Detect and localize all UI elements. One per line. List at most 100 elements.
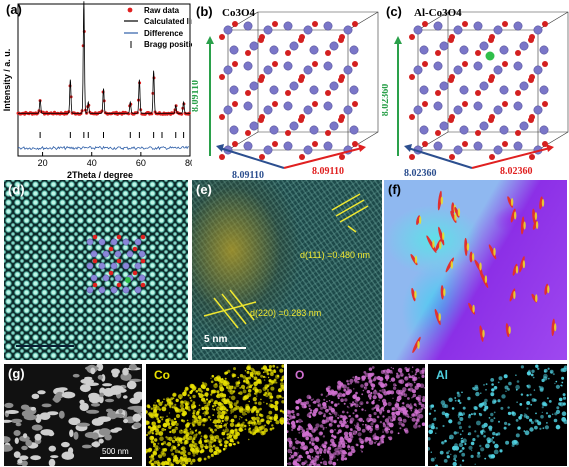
eds-signal-dot (302, 431, 307, 435)
eds-signal-dot (276, 374, 280, 378)
sem-particle (104, 434, 112, 441)
eds-signal-dot (464, 442, 467, 446)
o-atom (435, 50, 441, 56)
sem-particle (132, 413, 142, 422)
eds-signal-dot (347, 382, 350, 386)
eds-signal-dot (265, 393, 269, 398)
eds-signal-dot (483, 383, 485, 386)
sem-particle (122, 367, 129, 376)
eds-signal-dot (240, 384, 246, 389)
sem-particle (90, 402, 101, 407)
eds-signal-dot (272, 364, 276, 368)
co-atom (329, 81, 339, 91)
eds-signal-dot (256, 395, 258, 397)
sem-particle (72, 373, 80, 378)
co-atom (269, 85, 279, 95)
o-atom (299, 74, 305, 80)
eds-signal-dot (180, 407, 185, 412)
crystal-c-title: Al-Co3O4 (414, 7, 462, 19)
co-atom (513, 21, 523, 31)
eds-signal-dot (415, 422, 418, 425)
eds-signal-dot (171, 439, 176, 444)
eds-signal-dot (222, 381, 228, 387)
eds-signal-dot (428, 429, 433, 435)
o-atom (449, 34, 455, 40)
co-atom (303, 105, 313, 115)
eds-signal-dot (488, 417, 491, 419)
eds-signal-dot (205, 410, 209, 415)
eds-signal-dot (275, 403, 278, 406)
sem-particle (39, 412, 51, 420)
eds-signal-dot (263, 371, 265, 374)
eds-signal-dot (241, 411, 246, 416)
o-atom (462, 61, 468, 67)
eds-signal-dot (310, 398, 313, 402)
co-atom (413, 25, 423, 35)
eds-signal-dot (558, 397, 563, 402)
eds-signal-dot (459, 417, 464, 421)
sem-particle (4, 436, 11, 443)
eds-signal-dot (294, 437, 297, 441)
o-atom (132, 246, 138, 252)
eds-signal-dot (177, 408, 182, 413)
eds-signal-dot (199, 450, 203, 454)
eds-signal-dot (547, 377, 550, 380)
co-atom (114, 250, 122, 258)
eds-signal-dot (369, 397, 372, 400)
co-atom (86, 238, 94, 246)
eds-signal-dot (360, 440, 364, 444)
eds-signal-dot (189, 428, 192, 430)
eds-signal-dot (330, 401, 334, 404)
eds-signal-dot (206, 402, 211, 406)
eds-al-label: Al (436, 368, 448, 382)
eds-signal-dot (378, 399, 380, 401)
sem-particle (107, 390, 121, 395)
eds-signal-dot (242, 398, 245, 401)
eds-signal-dot (169, 430, 172, 434)
eds-signal-dot (309, 458, 312, 461)
eds-signal-dot (194, 449, 198, 454)
x-tick-label: 40 (87, 158, 97, 168)
eds-signal-dot (337, 392, 343, 398)
eds-signal-dot (254, 373, 256, 375)
sem-particle (88, 392, 100, 400)
cell-edge (537, 11, 569, 31)
eds-signal-dot (218, 441, 221, 444)
eds-signal-dot (251, 375, 254, 378)
co-atom (539, 125, 549, 135)
panel-f-label: (f) (388, 182, 401, 197)
eds-signal-dot (208, 444, 213, 449)
sem-particle (105, 408, 113, 413)
eds-signal-dot (516, 401, 518, 403)
eds-signal-dot (260, 398, 262, 401)
co-atom (90, 250, 98, 258)
co-atom (243, 141, 253, 151)
o-atom (219, 74, 225, 80)
eds-signal-dot (205, 443, 208, 446)
eds-signal-dot (224, 377, 227, 380)
eds-signal-dot (183, 435, 187, 439)
eds-signal-dot (434, 417, 437, 420)
eds-signal-dot (319, 406, 324, 410)
eds-signal-dot (228, 434, 233, 439)
eds-signal-dot (460, 439, 464, 444)
eds-signal-dot (371, 407, 375, 411)
co-atom (303, 25, 313, 35)
eds-signal-dot (323, 414, 326, 418)
eds-signal-dot (480, 432, 484, 435)
eds-signal-dot (457, 421, 462, 425)
eds-signal-dot (556, 406, 560, 410)
eds-signal-dot (456, 391, 460, 395)
eds-signal-dot (229, 420, 231, 422)
eds-signal-dot (216, 424, 221, 429)
strain-hotspot (479, 325, 484, 342)
sem-particle (25, 439, 33, 447)
eds-signal-dot (209, 438, 215, 444)
eds-signal-dot (244, 369, 247, 372)
sem-particle (37, 390, 46, 395)
eds-signal-dot (375, 424, 379, 429)
eds-signal-dot (244, 428, 247, 430)
eds-signal-dot (337, 444, 342, 450)
eds-signal-dot (264, 384, 269, 389)
eds-signal-dot (256, 420, 262, 425)
